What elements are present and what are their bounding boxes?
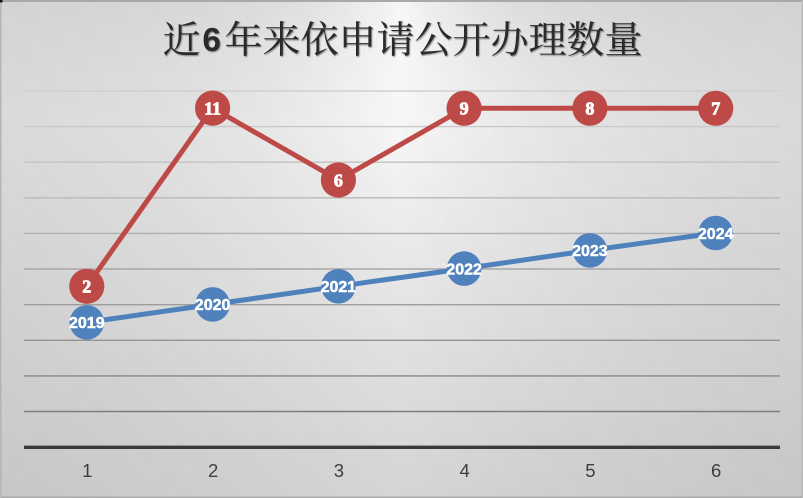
svg-text:2023: 2023 bbox=[572, 243, 608, 260]
svg-text:11: 11 bbox=[204, 99, 221, 119]
svg-text:2: 2 bbox=[82, 277, 91, 297]
svg-text:1: 1 bbox=[82, 460, 92, 481]
svg-text:2: 2 bbox=[208, 460, 218, 481]
svg-text:2021: 2021 bbox=[321, 279, 357, 296]
svg-text:6: 6 bbox=[711, 460, 721, 481]
svg-text:3: 3 bbox=[334, 460, 344, 481]
svg-text:7: 7 bbox=[711, 99, 720, 119]
svg-text:8: 8 bbox=[585, 99, 594, 119]
svg-text:6: 6 bbox=[202, 22, 221, 59]
svg-text:2024: 2024 bbox=[698, 226, 734, 243]
svg-text:4: 4 bbox=[459, 460, 469, 481]
svg-text:6: 6 bbox=[334, 170, 343, 190]
svg-text:2019: 2019 bbox=[69, 315, 105, 332]
svg-text:9: 9 bbox=[460, 99, 469, 119]
svg-text:2020: 2020 bbox=[195, 297, 231, 314]
svg-text:5: 5 bbox=[585, 460, 595, 481]
svg-text:2022: 2022 bbox=[446, 261, 482, 278]
